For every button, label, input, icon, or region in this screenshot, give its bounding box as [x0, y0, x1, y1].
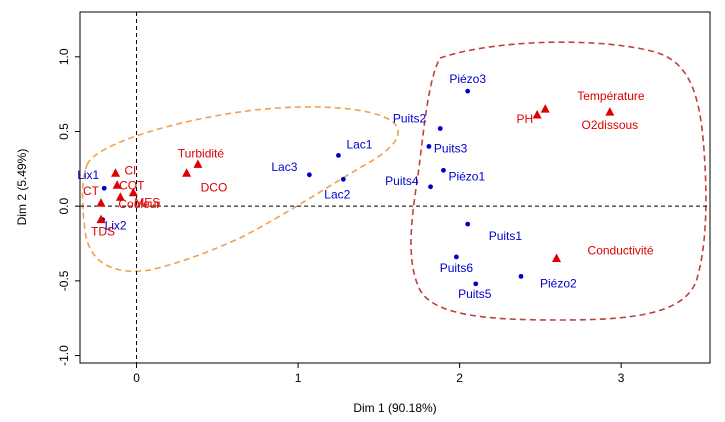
point-label: Piézo3 [449, 72, 486, 86]
point-label: MES [134, 196, 160, 210]
y-tick-label: -0.5 [57, 270, 71, 291]
point-label: Lix2 [105, 219, 127, 233]
triangle-marker [193, 159, 203, 168]
circle-marker [465, 88, 471, 94]
point-label: Puits4 [385, 174, 419, 188]
point-label: Lac1 [346, 137, 372, 151]
point-label: Puits1 [489, 229, 523, 243]
triangle-marker [96, 214, 106, 224]
data-points: Lix1 Lix2 Lac1 Lac2 Lac3 Puits2 Puits3 Puits4 Pi… [77, 72, 654, 301]
plot-frame [79, 11, 711, 364]
point-label: Cl [125, 163, 136, 177]
y-tick-label: -1.0 [57, 345, 71, 366]
triangle-marker [128, 187, 138, 197]
group-enclosures [81, 41, 707, 321]
circle-marker [437, 126, 443, 131]
point-label: TDS [91, 225, 115, 239]
point-label: Piézo1 [448, 169, 485, 183]
circle-marker [336, 152, 341, 158]
circle-marker [453, 254, 459, 260]
point-label: Conductivité [588, 243, 654, 257]
point-label: PH [516, 112, 533, 126]
point-label: CT [83, 184, 100, 198]
point-label: Puits3 [434, 141, 468, 155]
triangle-marker [605, 107, 615, 116]
y-axis: -1.0 -0.5 0.0 0.5 1.0 [57, 48, 80, 366]
point-label: Couleur [118, 197, 160, 211]
point-label: Lac2 [324, 187, 350, 201]
circle-marker [428, 184, 433, 190]
triangle-marker [182, 168, 192, 177]
circle-marker [340, 176, 346, 182]
triangle-marker [540, 104, 550, 113]
point-label: Lix1 [77, 168, 99, 182]
triangle-marker [111, 168, 121, 177]
point-label: Température [577, 89, 645, 103]
x-tick-label: 1 [295, 371, 302, 385]
point-label: O2dissous [581, 118, 638, 132]
y-tick-label: 0.5 [57, 123, 71, 140]
triangle-marker [552, 253, 562, 262]
x-tick-label: 0 [133, 371, 140, 385]
point-label: Piézo2 [540, 276, 577, 290]
triangle-marker [96, 198, 106, 207]
point-label: DCO [201, 180, 228, 194]
right-group-enclosure [410, 41, 707, 321]
point-label: Puits6 [440, 261, 474, 275]
y-axis-title: Dim 2 (5.49%) [15, 149, 29, 226]
triangle-marker [532, 110, 542, 119]
point-label: COT [119, 178, 145, 192]
circle-marker [441, 167, 446, 173]
circle-marker [518, 273, 524, 279]
point-label: Turbidité [178, 146, 225, 160]
x-axis: 0 1 2 3 [133, 363, 625, 385]
circle-marker [101, 185, 107, 191]
x-axis-title: Dim 1 (90.18%) [353, 401, 436, 415]
reference-lines [80, 12, 710, 363]
y-tick-label: 1.0 [57, 48, 71, 65]
point-label: Lac3 [271, 160, 297, 174]
circle-marker [306, 172, 312, 178]
point-label: Puits5 [458, 287, 492, 301]
circle-marker [473, 281, 479, 287]
y-tick-label: 0.0 [57, 198, 71, 215]
circle-marker [426, 144, 432, 149]
triangle-marker [115, 192, 125, 201]
x-tick-label: 2 [456, 371, 463, 385]
left-group-enclosure [81, 106, 399, 272]
circle-marker [465, 221, 471, 227]
x-tick-label: 3 [618, 371, 625, 385]
triangle-marker [112, 180, 122, 189]
point-label: Puits2 [393, 112, 427, 126]
